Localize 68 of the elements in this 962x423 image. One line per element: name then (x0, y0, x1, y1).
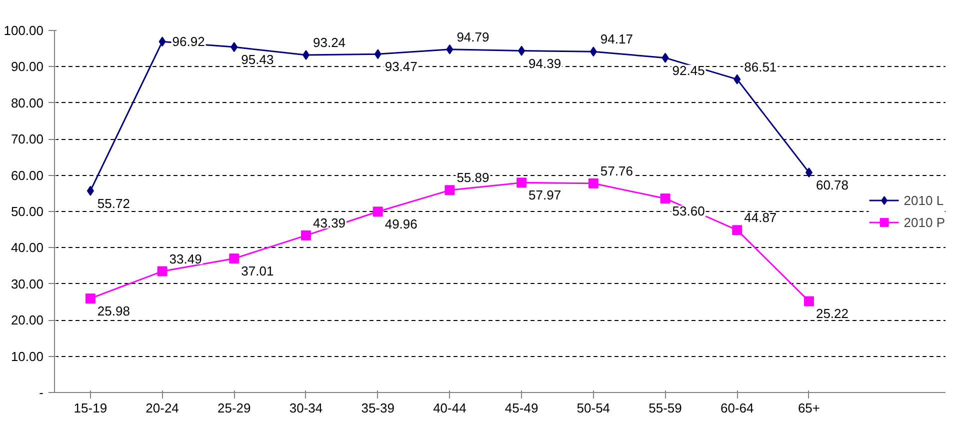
point (85, 293, 96, 304)
point (805, 167, 812, 178)
point (660, 193, 670, 204)
point (804, 296, 814, 306)
x-tick-label: 25-29 (218, 400, 251, 416)
y-tick-label: 90.00 (10, 59, 44, 74)
y-tick-label: 20.00 (10, 312, 44, 328)
y-tick-label: 40.00 (10, 240, 44, 256)
legend-label: 2010 P (904, 214, 945, 230)
x-tick-label: 30-34 (289, 400, 323, 416)
point (230, 42, 238, 52)
text: 44.87 (744, 210, 777, 226)
y-tick-label: 50.00 (10, 204, 44, 219)
text: 55.89 (456, 170, 490, 186)
text: 93.24 (312, 34, 346, 50)
point (158, 36, 166, 47)
legend-label: 2010 L (904, 192, 944, 208)
text: 95.43 (241, 52, 274, 68)
y-tick-label: 60.00 (10, 168, 44, 183)
x-tick-label: 15-19 (74, 400, 108, 416)
y-tick-label: 10.00 (10, 348, 44, 364)
y-tick-label: 70.00 (10, 132, 44, 147)
x-tick-label: 50-54 (576, 400, 610, 416)
point (734, 74, 741, 84)
text: 86.51 (744, 59, 777, 74)
point (372, 206, 383, 217)
point (157, 266, 168, 276)
x-tick-label: 35-39 (361, 400, 394, 416)
point (732, 225, 742, 236)
point (518, 46, 526, 56)
point (300, 230, 311, 240)
point (444, 185, 455, 196)
y-tick-label: 80.00 (10, 95, 44, 110)
x-tick-label: 55-59 (648, 400, 682, 416)
point (446, 44, 454, 54)
point (374, 49, 382, 60)
point (588, 178, 598, 188)
point (662, 52, 669, 63)
text: 96.92 (172, 34, 205, 50)
text: 53.60 (672, 203, 705, 218)
text: 94.17 (600, 32, 633, 47)
text: 93.47 (384, 59, 418, 74)
point (302, 50, 310, 60)
point (516, 178, 527, 188)
y-tick-label: 30.00 (10, 276, 44, 292)
text: 37.01 (241, 264, 274, 279)
text: 25.98 (97, 303, 130, 318)
y-tick-label: 100.00 (4, 23, 44, 38)
x-tick-label: 40-44 (433, 400, 466, 416)
text: 49.96 (384, 216, 418, 232)
text: 55.72 (97, 196, 130, 211)
text: 92.45 (672, 62, 705, 78)
text: 25.22 (816, 306, 849, 322)
point (229, 254, 240, 264)
x-tick-label: 20-24 (146, 400, 179, 416)
x-tick-label: 45-49 (504, 400, 538, 416)
y-tick-label: - (39, 385, 44, 400)
text: 94.79 (456, 29, 490, 44)
x-tick-label: 60-64 (720, 400, 754, 416)
text: 57.97 (528, 188, 562, 203)
point (86, 186, 94, 196)
point (590, 46, 597, 57)
text: 60.78 (816, 177, 849, 192)
text: 43.39 (312, 215, 346, 230)
text: 57.76 (600, 163, 633, 178)
text: 94.39 (528, 56, 562, 71)
text: 33.49 (169, 251, 202, 266)
x-tick-label: 65+ (798, 400, 820, 416)
